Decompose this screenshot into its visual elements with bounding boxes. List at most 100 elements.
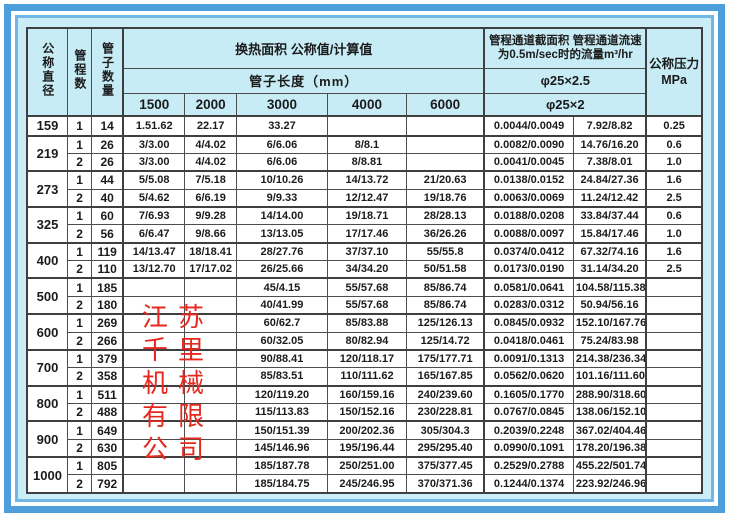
cell-tube-count: 792 <box>91 474 124 494</box>
table-row: 400 1 119 14/13.47 18/18.41 28/27.76 37/37.10 5… <box>26 241 703 279</box>
cell-tube-passes: 2 <box>66 295 93 315</box>
cell-heat-area: 305/304.3 <box>405 420 485 440</box>
cell-heat-area: 195/196.44 <box>326 438 407 458</box>
cell-tube-passes: 1 <box>66 456 93 476</box>
cell-heat-area: 250/251.00 <box>326 456 407 476</box>
cell-heat-area: 7/6.93 <box>122 206 186 226</box>
cell-channel-flow: 75.24/83.98 <box>572 331 647 351</box>
table-row: 2 180 40/41.99 55/57.68 85/86.74 0.0283/0.031… <box>27 295 703 315</box>
cell-nominal-pressure: 2.5 <box>645 260 703 279</box>
cell-heat-area: 19/18.71 <box>326 206 407 226</box>
cell-tube-passes: 2 <box>66 474 93 494</box>
cell-heat-area: 17/17.02 <box>184 260 237 279</box>
cell-channel-section-area: 0.0581/0.0641 <box>483 277 574 297</box>
cell-nominal-pressure <box>645 348 703 369</box>
cell-tube-passes: 1 <box>66 420 93 440</box>
cell-tube-count: 511 <box>91 384 124 404</box>
cell-heat-area: 13/12.70 <box>122 260 186 279</box>
header-pressure-line2: MPa <box>661 73 687 87</box>
cell-channel-flow: 7.38/8.01 <box>572 152 647 172</box>
cell-heat-area <box>122 474 186 494</box>
cell-heat-area: 6/6.47 <box>122 224 186 244</box>
cell-heat-area <box>122 367 186 387</box>
cell-nominal-pressure <box>645 367 703 387</box>
cell-nominal-pressure <box>645 420 703 440</box>
cell-heat-area: 28/27.76 <box>235 241 328 262</box>
cell-heat-area: 9/9.33 <box>235 188 328 208</box>
cell-nominal-pressure <box>645 456 703 476</box>
table-row: 2 110 13/12.70 17/17.02 26/25.66 34/34.20 50/5… <box>27 260 703 279</box>
cell-heat-area: 55/55.8 <box>405 241 485 262</box>
header-length-2000: 2000 <box>184 92 237 117</box>
cell-heat-area <box>405 152 485 172</box>
cell-nominal-diameter: 219 <box>26 134 68 172</box>
cell-channel-section-area: 0.0138/0.0152 <box>483 170 574 190</box>
table-row: 900 1 649 150/151.39 200/202.36 305/304.3 0.20… <box>26 420 703 458</box>
cell-heat-area <box>122 348 186 369</box>
table-row: 500 1 185 45/4.15 55/57.68 85/86.74 0.0581/0.0… <box>26 277 703 315</box>
cell-tube-count: 630 <box>91 438 124 458</box>
cell-nominal-pressure <box>645 277 703 297</box>
inner-blue-frame: 公称直径 管程数 管子数量 换热面积 公称值/计算值 管程通道截面积 管程通道流… <box>15 15 714 502</box>
cell-heat-area: 80/82.94 <box>326 331 407 351</box>
cell-channel-section-area: 0.1244/0.1374 <box>483 474 574 494</box>
cell-nominal-pressure <box>645 295 703 315</box>
cell-tube-passes: 1 <box>66 277 93 297</box>
header-phi-25x2-5: φ25×2.5 <box>483 67 647 94</box>
cell-heat-area: 115/113.83 <box>235 402 328 422</box>
table-row: 219 1 26 3/3.00 4/4.02 6/6.06 8/8.1 0.0082/0.00… <box>26 134 703 172</box>
cell-nominal-diameter: 800 <box>26 384 68 422</box>
header-length-4000: 4000 <box>326 92 407 117</box>
cell-heat-area <box>184 402 237 422</box>
cell-tube-passes: 1 <box>66 348 93 369</box>
cell-heat-area <box>326 115 407 137</box>
cell-heat-area <box>122 277 186 297</box>
cell-heat-area: 85/86.74 <box>405 295 485 315</box>
cell-tube-count: 44 <box>91 170 124 190</box>
cell-channel-flow: 15.84/17.46 <box>572 224 647 244</box>
cell-heat-area <box>184 474 237 494</box>
cell-channel-section-area: 0.0063/0.0069 <box>483 188 574 208</box>
cell-heat-area: 150/151.39 <box>235 420 328 440</box>
cell-nominal-diameter: 900 <box>26 420 68 458</box>
header-nominal-diameter: 公称直径 <box>26 27 68 117</box>
cell-tube-count: 358 <box>91 367 124 387</box>
cell-heat-area: 200/202.36 <box>326 420 407 440</box>
cell-heat-area: 5/5.08 <box>122 170 186 190</box>
cell-heat-area: 1.51.62 <box>122 115 186 137</box>
cell-heat-area: 21/20.63 <box>405 170 485 190</box>
cell-channel-section-area: 0.2039/0.2248 <box>483 420 574 440</box>
cell-heat-area: 13/13.05 <box>235 224 328 244</box>
cell-channel-section-area: 0.0044/0.0049 <box>483 115 574 137</box>
cell-heat-area <box>122 384 186 404</box>
cell-channel-section-area: 0.1605/0.1770 <box>483 384 574 404</box>
cell-channel-flow: 33.84/37.44 <box>572 206 647 226</box>
cell-tube-passes: 2 <box>66 260 93 279</box>
table-row: 700 1 379 90/88.41 120/118.17 175/177.71 0.009… <box>26 348 703 387</box>
cell-heat-area <box>122 456 186 476</box>
cell-heat-area: 3/3.00 <box>122 152 186 172</box>
header-tube-passes: 管程数 <box>66 27 93 117</box>
header-tube-count: 管子数量 <box>91 27 124 117</box>
cell-heat-area: 245/246.95 <box>326 474 407 494</box>
cell-tube-count: 110 <box>91 260 124 279</box>
cell-nominal-pressure: 0.6 <box>645 134 703 154</box>
cell-heat-area: 37/37.10 <box>326 241 407 262</box>
spec-table-head: 公称直径 管程数 管子数量 换热面积 公称值/计算值 管程通道截面积 管程通道流… <box>26 27 703 117</box>
cell-heat-area: 120/119.20 <box>235 384 328 404</box>
cell-tube-passes: 2 <box>66 367 93 387</box>
cell-heat-area: 85/83.88 <box>326 313 407 333</box>
cell-channel-flow: 24.84/27.36 <box>572 170 647 190</box>
cell-nominal-pressure <box>645 313 703 333</box>
cell-nominal-diameter: 1000 <box>26 456 68 494</box>
cell-tube-passes: 1 <box>66 384 93 404</box>
cell-heat-area <box>184 348 237 369</box>
cell-heat-area: 9/9.28 <box>184 206 237 226</box>
cell-nominal-pressure: 1.0 <box>645 152 703 172</box>
cell-heat-area: 240/239.60 <box>405 384 485 404</box>
cell-nominal-diameter: 500 <box>26 277 68 315</box>
cell-heat-area: 5/4.62 <box>122 188 186 208</box>
cell-heat-area <box>122 295 186 315</box>
cell-heat-area: 14/14.00 <box>235 206 328 226</box>
